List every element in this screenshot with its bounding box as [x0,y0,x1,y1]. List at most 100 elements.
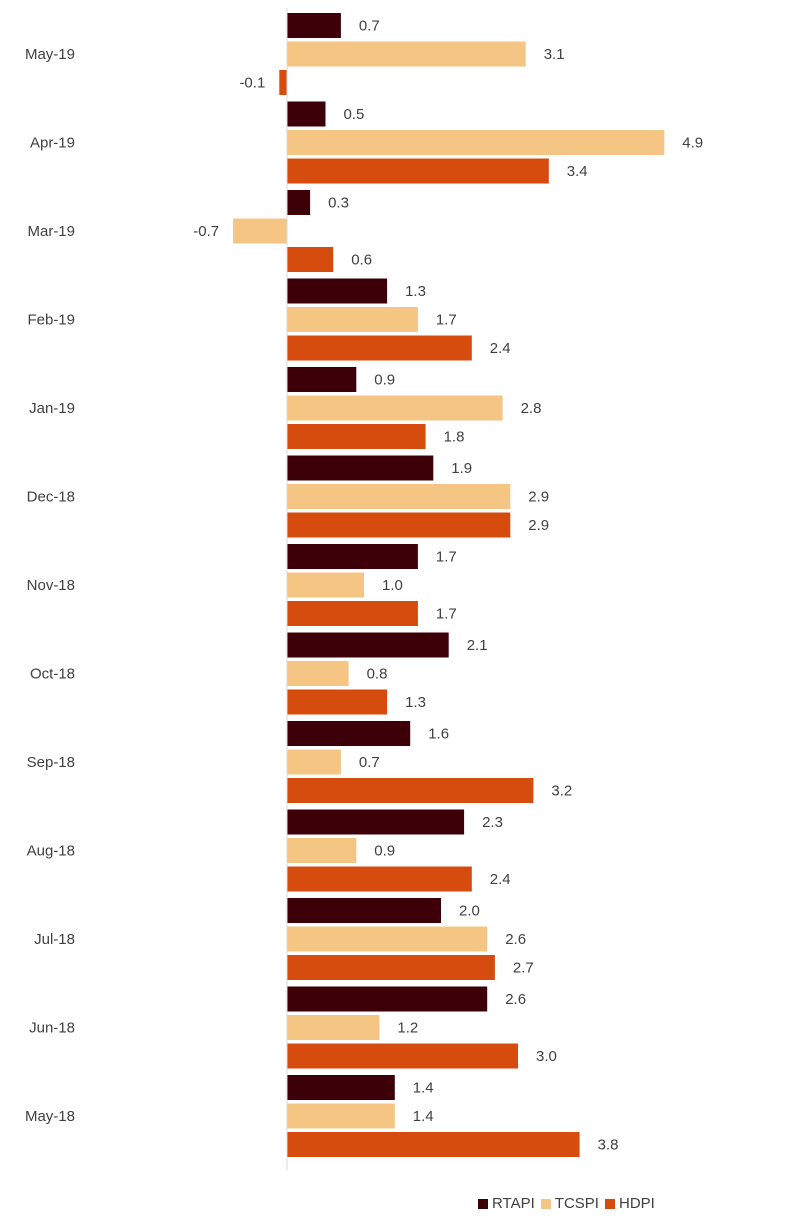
bar-tcspi [287,130,665,155]
bar-hdpi [287,601,418,626]
bar-rtapi [287,278,388,304]
category-label: Feb-19 [27,312,75,329]
category-label: Jul-18 [34,931,75,948]
value-label-hdpi: 1.7 [436,606,457,623]
value-label-hdpi: 2.9 [528,517,549,534]
category-label: Apr-19 [30,135,75,152]
value-label-tcspi: 0.8 [367,666,388,683]
value-label-tcspi: 1.2 [397,1020,418,1037]
value-label-tcspi: 2.6 [505,931,526,948]
bar-rtapi [287,544,418,569]
value-label-hdpi: 3.0 [536,1048,557,1065]
bar-tcspi [287,926,488,952]
value-label-hdpi: 2.4 [490,871,511,888]
category-label: Jan-19 [29,400,75,417]
value-label-hdpi: 3.2 [551,783,572,800]
bar-rtapi [287,721,411,746]
bar-hdpi [287,247,334,272]
bar-hdpi [287,955,495,980]
bar-hdpi [287,1043,518,1069]
legend-item-rtapi: RTAPI [478,1195,535,1212]
bar-rtapi [287,898,441,923]
value-label-rtapi: 2.6 [505,991,526,1008]
category-label: May-19 [25,46,75,63]
value-label-tcspi: 3.1 [544,46,565,63]
bar-rtapi [287,455,434,481]
category-label: Aug-18 [27,843,75,860]
category-labels-group: May-19 Apr-19 Mar-19 Feb-19 Jan-19 Dec-18 Nov-… [25,46,75,1125]
value-label-rtapi: 0.9 [374,372,395,389]
value-label-hdpi: 2.4 [490,340,511,357]
bar-rtapi [287,809,465,835]
category-label: Nov-18 [27,577,75,594]
bar-rtapi [287,632,449,658]
value-label-tcspi: 0.7 [359,754,380,771]
value-label-rtapi: 2.0 [459,903,480,920]
bar-hdpi [287,689,388,715]
category-label: Sep-18 [27,754,75,771]
bars-group [233,13,665,1157]
value-label-rtapi: 0.7 [359,18,380,35]
value-label-tcspi: 4.9 [682,135,703,152]
bar-tcspi [287,838,357,863]
legend: RTAPI TCSPI HDPI [478,1195,661,1212]
category-label: Oct-18 [30,666,75,683]
value-label-rtapi: 1.6 [428,726,449,743]
legend-swatch-rtapi [478,1198,488,1209]
category-label: Jun-18 [29,1020,75,1037]
bar-tcspi [287,749,341,775]
value-label-hdpi: 0.6 [351,252,372,269]
bar-rtapi [287,101,326,127]
value-label-rtapi: 0.3 [328,195,349,212]
bar-hdpi [287,424,426,449]
value-label-hdpi: 2.7 [513,960,534,977]
value-label-hdpi: 1.3 [405,694,426,711]
bar-rtapi [287,986,488,1012]
bar-rtapi [287,190,311,215]
bar-hdpi [287,778,534,803]
value-label-rtapi: 1.3 [405,283,426,300]
value-label-tcspi: -0.7 [193,223,219,240]
bar-hdpi [287,512,511,538]
bar-hdpi [279,70,287,95]
value-label-rtapi: 1.9 [451,460,472,477]
bar-tcspi [287,661,349,686]
bar-rtapi [287,1075,395,1100]
bar-tcspi [287,395,503,421]
category-label: May-18 [25,1108,75,1125]
bar-tcspi [287,484,511,509]
bar-tcspi [287,307,418,332]
bar-tcspi [233,218,287,244]
legend-label-rtapi: RTAPI [492,1195,535,1212]
legend-label-tcspi: TCSPI [554,1195,599,1212]
bar-hdpi [287,866,472,892]
legend-label-hdpi: HDPI [618,1195,655,1212]
bar-rtapi [287,13,341,38]
value-label-tcspi: 2.8 [521,400,542,417]
category-label: Mar-19 [27,223,75,240]
value-label-hdpi: 1.8 [444,429,465,446]
value-label-rtapi: 2.3 [482,814,503,831]
value-label-hdpi: 3.4 [567,163,588,180]
legend-item-tcspi: TCSPI [540,1195,599,1212]
legend-item-hdpi: HDPI [604,1195,655,1212]
bar-hdpi [287,335,472,361]
bar-hdpi [287,1132,580,1157]
bar-hdpi [287,158,549,184]
value-label-hdpi: 3.8 [598,1137,619,1154]
value-label-tcspi: 1.7 [436,312,457,329]
value-label-tcspi: 2.9 [528,489,549,506]
value-label-tcspi: 0.9 [374,843,395,860]
value-label-rtapi: 1.7 [436,549,457,566]
value-label-rtapi: 2.1 [467,637,488,654]
bar-rtapi [287,367,357,392]
value-label-tcspi: 1.4 [413,1108,434,1125]
value-labels-group: 0.7 3.1 -0.1 0.5 4.9 3.4 0.3 -0.7 0.6 1.3 1.7 2.4 0.… [193,18,703,1154]
value-label-tcspi: 1.0 [382,577,403,594]
bar-tcspi [287,572,364,598]
legend-swatch-hdpi [604,1198,615,1209]
value-label-hdpi: -0.1 [239,75,265,92]
category-label: Dec-18 [27,489,75,506]
value-label-rtapi: 0.5 [344,106,365,123]
